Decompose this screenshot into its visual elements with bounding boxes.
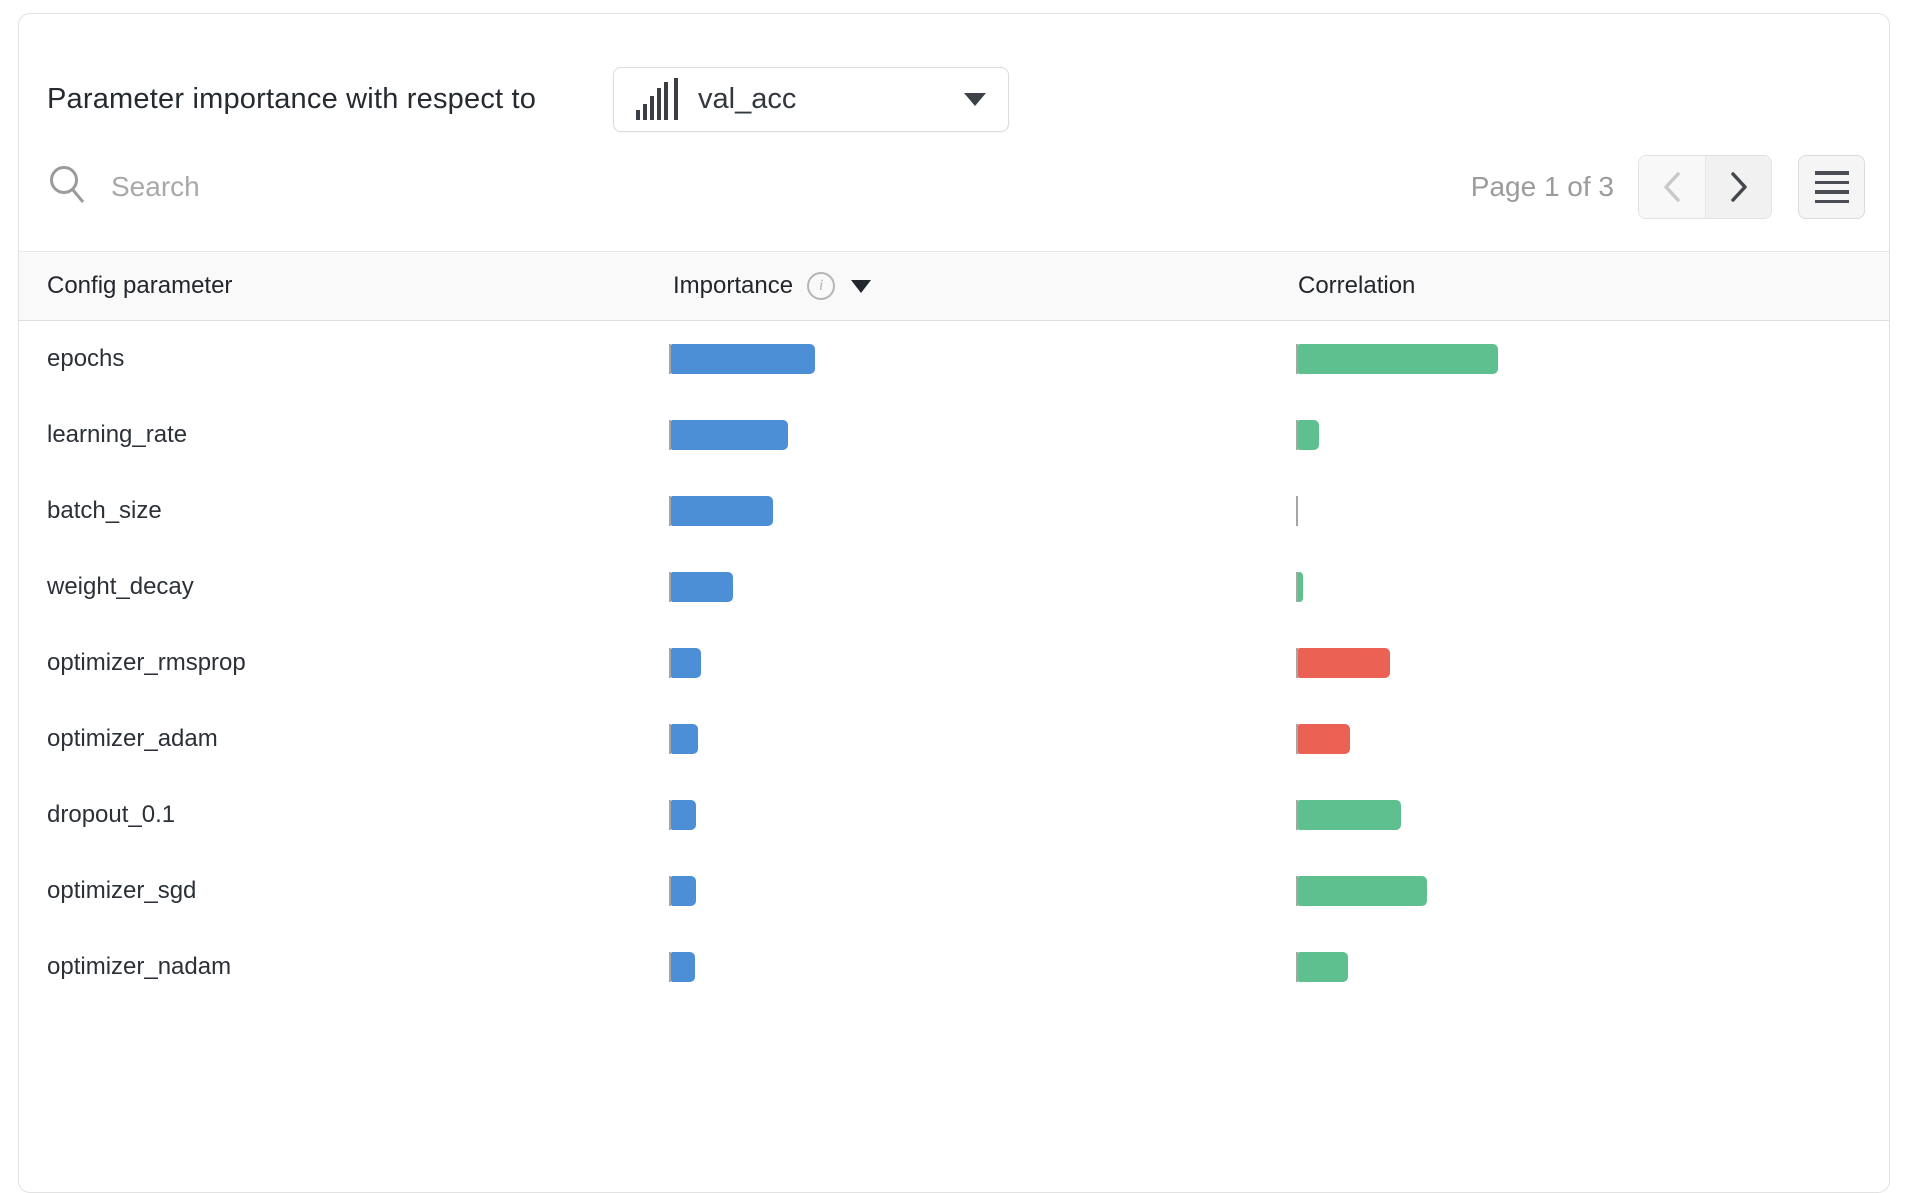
param-label: batch_size bbox=[47, 497, 162, 524]
importance-axis-line bbox=[669, 496, 671, 526]
correlation-bar bbox=[1298, 572, 1303, 602]
table-row[interactable]: optimizer_nadam bbox=[19, 929, 1889, 1005]
search-icon bbox=[47, 164, 87, 211]
table-row[interactable]: epochs bbox=[19, 321, 1889, 397]
correlation-axis-line bbox=[1296, 420, 1298, 450]
correlation-axis-line bbox=[1296, 496, 1298, 526]
importance-bar bbox=[671, 496, 773, 526]
next-page-button[interactable] bbox=[1705, 156, 1771, 218]
param-label: epochs bbox=[47, 345, 125, 372]
correlation-axis-line bbox=[1296, 876, 1298, 906]
correlation-axis-line bbox=[1296, 952, 1298, 982]
importance-axis-line bbox=[669, 952, 671, 982]
param-label: optimizer_rmsprop bbox=[47, 649, 246, 676]
correlation-bar bbox=[1298, 952, 1348, 982]
chevron-down-icon bbox=[964, 93, 986, 106]
correlation-bar bbox=[1298, 344, 1498, 374]
pagination-buttons bbox=[1638, 155, 1772, 219]
correlation-axis-line bbox=[1296, 648, 1298, 678]
menu-button[interactable] bbox=[1798, 155, 1865, 219]
importance-header[interactable]: Importance i bbox=[673, 252, 872, 320]
param-label: optimizer_sgd bbox=[47, 877, 197, 904]
correlation-bar bbox=[1298, 648, 1390, 678]
bar-chart-icon bbox=[636, 77, 682, 122]
correlation-bar bbox=[1298, 724, 1350, 754]
importance-bar bbox=[671, 724, 698, 754]
correlation-bar bbox=[1298, 420, 1319, 450]
table-row[interactable]: weight_decay bbox=[19, 549, 1889, 625]
param-label: learning_rate bbox=[47, 421, 188, 448]
config-parameter-header[interactable]: Config parameter bbox=[47, 272, 233, 299]
table-row[interactable]: optimizer_adam bbox=[19, 701, 1889, 777]
parameter-importance-panel: Parameter importance with respect to val… bbox=[18, 13, 1890, 1193]
importance-axis-line bbox=[669, 724, 671, 754]
chevron-right-icon bbox=[1730, 172, 1747, 202]
importance-axis-line bbox=[669, 572, 671, 602]
importance-bar bbox=[671, 420, 788, 450]
panel-title: Parameter importance with respect to bbox=[47, 83, 537, 115]
importance-axis-line bbox=[669, 876, 671, 906]
correlation-header[interactable]: Correlation bbox=[1298, 272, 1416, 299]
importance-axis-line bbox=[669, 420, 671, 450]
importance-bar bbox=[671, 344, 815, 374]
info-icon[interactable]: i bbox=[807, 272, 836, 300]
table-row[interactable]: optimizer_sgd bbox=[19, 853, 1889, 929]
param-label: dropout_0.1 bbox=[47, 801, 176, 828]
table-row[interactable]: batch_size bbox=[19, 473, 1889, 549]
page-indicator: Page 1 of 3 bbox=[1470, 171, 1614, 202]
param-label: optimizer_adam bbox=[47, 725, 218, 752]
importance-bar bbox=[671, 952, 695, 982]
importance-axis-line bbox=[669, 344, 671, 374]
importance-axis-line bbox=[669, 648, 671, 678]
prev-page-button[interactable] bbox=[1639, 156, 1705, 218]
importance-bar bbox=[671, 800, 696, 830]
correlation-bar bbox=[1298, 800, 1401, 830]
metric-selector[interactable]: val_acc bbox=[613, 67, 1009, 132]
importance-bar bbox=[671, 572, 733, 602]
correlation-axis-line bbox=[1296, 572, 1298, 602]
menu-icon bbox=[1814, 171, 1849, 175]
importance-bar bbox=[671, 648, 701, 678]
correlation-axis-line bbox=[1296, 800, 1298, 830]
table-header: Config parameter Importance i Correlatio… bbox=[19, 251, 1889, 321]
param-label: weight_decay bbox=[47, 573, 194, 600]
importance-bar bbox=[671, 876, 696, 906]
correlation-axis-line bbox=[1296, 724, 1298, 754]
table-body: epochs learning_rate batch_size bbox=[19, 321, 1889, 1005]
correlation-bar bbox=[1298, 876, 1427, 906]
sort-desc-icon[interactable] bbox=[851, 279, 872, 293]
param-label: optimizer_nadam bbox=[47, 953, 232, 980]
table-row[interactable]: optimizer_rmsprop bbox=[19, 625, 1889, 701]
table-row[interactable]: dropout_0.1 bbox=[19, 777, 1889, 853]
search-input[interactable] bbox=[109, 170, 673, 204]
table-row[interactable]: learning_rate bbox=[19, 397, 1889, 473]
correlation-axis-line bbox=[1296, 344, 1298, 374]
metric-value: val_acc bbox=[698, 83, 797, 115]
importance-axis-line bbox=[669, 800, 671, 830]
chevron-left-icon bbox=[1664, 172, 1680, 202]
